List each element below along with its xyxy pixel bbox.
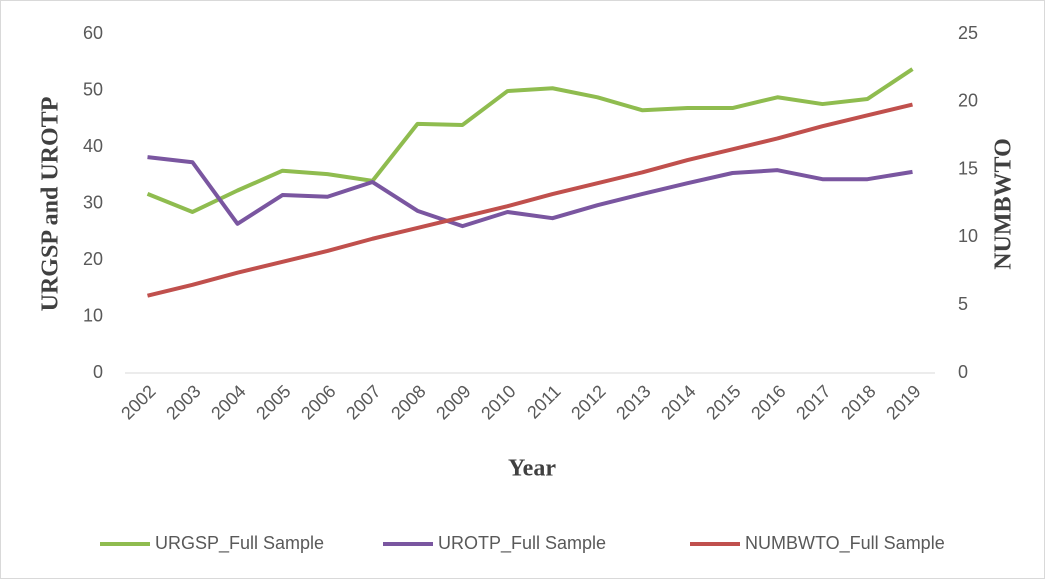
y2-tick-label: 0 (958, 362, 968, 382)
y-tick-label: 10 (83, 305, 103, 325)
legend-label: URGSP_Full Sample (155, 533, 324, 554)
x-axis-label: Year (508, 456, 556, 482)
series-line (146, 67, 914, 214)
series-line (147, 155, 913, 229)
y-tick-label: 20 (83, 249, 103, 269)
y-axis-label: URGSP and UROTP (38, 97, 64, 312)
y-tick-label: 0 (93, 362, 103, 382)
y-tick-label: 30 (83, 192, 103, 212)
y-tick-label: 50 (83, 79, 103, 99)
y2-tick-label: 10 (958, 226, 978, 246)
y2-axis-label: NUMBWTO (991, 138, 1017, 270)
y2-tick-label: 25 (958, 23, 978, 43)
legend-label: NUMBWTO_Full Sample (745, 533, 945, 554)
y2-tick-label: 20 (958, 91, 978, 111)
y-tick-label: 60 (83, 23, 103, 43)
y-tick-label: 40 (83, 136, 103, 156)
y2-tick-label: 15 (958, 158, 978, 178)
series-line (147, 102, 913, 298)
legend-label: UROTP_Full Sample (438, 533, 606, 554)
y2-tick-label: 5 (958, 294, 968, 314)
